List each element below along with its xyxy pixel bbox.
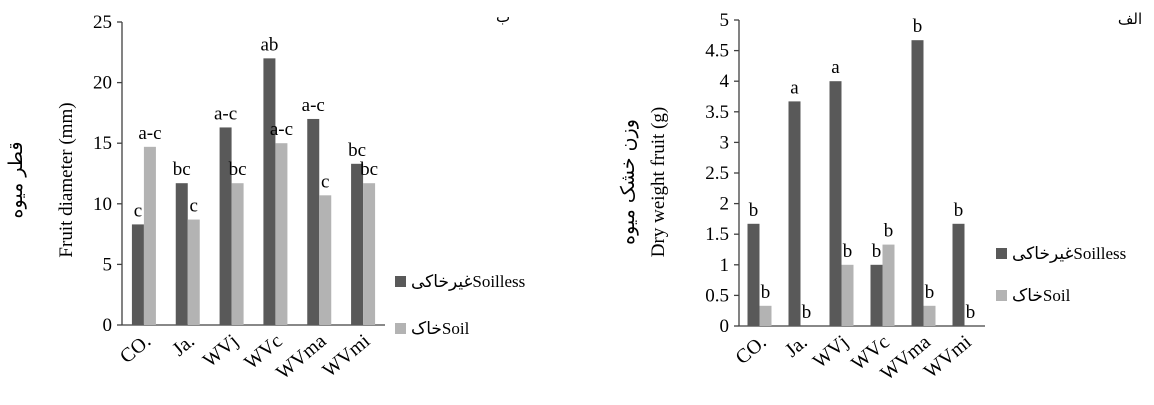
y-tick-label: 4.5	[705, 41, 729, 62]
bar-soil-wvma	[319, 195, 332, 325]
significance-label: b	[843, 241, 853, 262]
significance-label: a	[790, 77, 799, 98]
significance-label: a	[831, 57, 840, 78]
y-tick-label: 0.5	[705, 285, 729, 306]
bar-soilless-wvc	[870, 264, 883, 326]
y-tick-label: 2.5	[705, 163, 729, 184]
significance-label: a-c	[138, 123, 161, 144]
significance-label: b	[966, 302, 976, 323]
bar-soilless-wvma	[307, 118, 320, 326]
significance-label: ab	[260, 34, 278, 55]
chart-fruit-diameter: 0510152025ca-cCO.bccJa.a-cbcWVjaba-cWVca…	[5, 8, 525, 384]
legend-label-soilless: غیرخاکیSoilless	[1012, 244, 1126, 264]
significance-label: bc	[229, 159, 247, 180]
significance-label: a-c	[270, 119, 293, 140]
x-category-label: WVj	[199, 330, 243, 372]
bar-soil-co	[143, 146, 156, 325]
significance-label: a-c	[214, 103, 237, 124]
significance-label: c	[190, 196, 198, 217]
bar-soil-co	[759, 305, 772, 326]
y-axis-title-en: Fruit diameter (mm)	[56, 102, 77, 257]
y-tick-label: 5	[103, 254, 113, 275]
y-tick-label: 4	[720, 71, 730, 92]
bar-soil-wvc	[882, 244, 895, 326]
legend-label-en: Soilless	[472, 272, 525, 291]
significance-label: b	[913, 16, 923, 37]
panel-label: الف	[1118, 10, 1142, 28]
legend-label-fa: خاک	[411, 319, 442, 339]
legend-label-en: Soil	[1043, 286, 1071, 305]
significance-label: b	[749, 200, 759, 221]
bar-soilless-ja	[175, 183, 188, 325]
bar-soilless-ja	[788, 101, 801, 327]
y-tick-label: 0	[720, 316, 730, 337]
y-tick-label: 5	[720, 10, 730, 31]
bar-soilless-co	[747, 223, 760, 326]
bar-soil-wvj	[231, 183, 244, 325]
significance-label: b	[925, 282, 935, 303]
y-tick-label: 25	[93, 12, 112, 33]
bar-soil-wvc	[275, 143, 288, 325]
significance-label: c	[134, 200, 142, 221]
y-tick-label: 1.5	[705, 224, 729, 245]
x-category-label: CO.	[116, 330, 155, 368]
significance-label: bc	[360, 159, 378, 180]
bar-soilless-wvmi	[952, 223, 965, 326]
legend-swatch-soilless	[395, 276, 406, 287]
chart-dry-weight-fruit: 00.511.522.533.544.55bbCO.abJa.abWVjbbWV…	[617, 10, 1142, 385]
bar-soil-ja	[187, 219, 200, 325]
x-category-label: Ja.	[781, 331, 812, 362]
x-category-label: CO.	[731, 331, 770, 369]
legend-label-en: Soil	[442, 319, 470, 338]
x-category-label: WVma	[272, 330, 330, 384]
significance-label: bc	[348, 140, 366, 161]
x-category-label: WVmi	[920, 331, 976, 383]
bar-soilless-wvc	[263, 58, 276, 326]
legend-swatch-soil	[996, 290, 1007, 301]
y-tick-label: 1	[720, 255, 730, 276]
significance-label: b	[761, 282, 771, 303]
legend-swatch-soil	[395, 323, 406, 334]
bar-soilless-wvj	[829, 81, 842, 326]
bar-soilless-wvma	[911, 40, 924, 327]
bar-soil-wvma	[923, 305, 936, 326]
legend-label-en: Soilless	[1073, 244, 1126, 263]
y-axis-title-en: Dry weight fruit (g)	[648, 107, 669, 257]
panel-label: ب	[496, 8, 510, 26]
y-tick-label: 20	[93, 73, 112, 94]
y-tick-label: 10	[93, 194, 112, 215]
significance-label: c	[321, 171, 329, 192]
bar-soilless-co	[131, 224, 144, 325]
significance-label: b	[872, 241, 882, 262]
y-axis-title-fa: قطر میوه	[5, 142, 27, 219]
x-category-label: Ja.	[168, 330, 199, 361]
significance-label: b	[884, 221, 894, 242]
y-tick-label: 15	[93, 133, 112, 154]
legend-label-fa: غیرخاکی	[1012, 244, 1073, 264]
significance-label: b	[954, 200, 964, 221]
y-tick-label: 2	[720, 194, 730, 215]
significance-label: b	[802, 302, 812, 323]
legend-swatch-soilless	[996, 248, 1007, 259]
bar-soil-wvj	[841, 264, 854, 326]
legend-label-soilless: غیرخاکیSoilless	[411, 272, 525, 292]
significance-label: a-c	[302, 95, 325, 116]
legend-label-fa: غیرخاکی	[411, 272, 472, 292]
bar-soilless-wvmi	[351, 163, 364, 325]
x-category-label: WVmi	[318, 330, 374, 382]
significance-label: bc	[173, 159, 191, 180]
bar-soil-wvmi	[363, 183, 376, 325]
bar-soilless-wvj	[219, 127, 232, 325]
y-tick-label: 3	[720, 132, 730, 153]
y-tick-label: 3.5	[705, 102, 729, 123]
y-axis-title-fa: وزن خشک میوه	[617, 119, 639, 245]
y-tick-label: 0	[103, 315, 113, 336]
legend-label-soil: خاکSoil	[411, 319, 470, 339]
legend-label-fa: خاک	[1012, 286, 1043, 306]
x-category-label: WVj	[809, 331, 853, 373]
legend-label-soil: خاکSoil	[1012, 286, 1071, 306]
